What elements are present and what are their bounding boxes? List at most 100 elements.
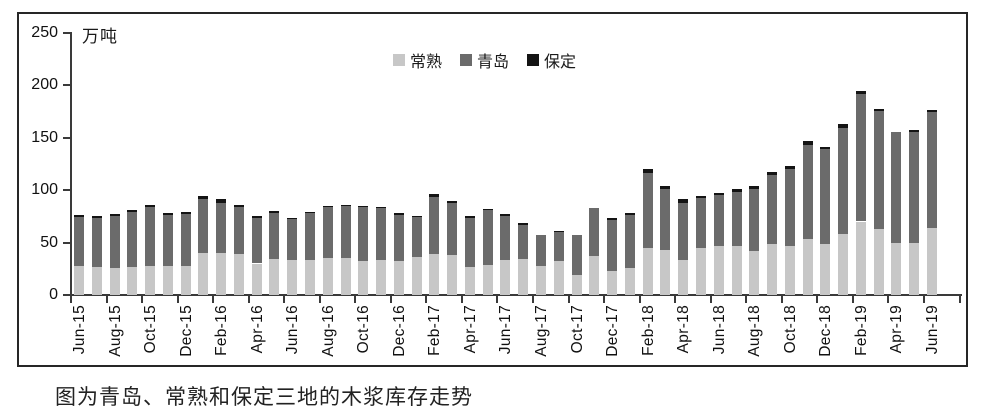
bar-segment-保定-Feb-18 <box>642 169 653 174</box>
bar-segment-青岛-Mar-16 <box>233 206 244 255</box>
legend-item-常熟: 常熟 <box>393 48 442 72</box>
bar-segment-青岛-Feb-17 <box>429 197 440 255</box>
bar-segment-青岛-Apr-16 <box>251 218 262 264</box>
x-axis-label: Apr-17 <box>461 305 479 354</box>
bar-segment-常熟-Jun-17 <box>500 260 511 295</box>
bar-segment-保定-May-17 <box>482 208 493 210</box>
x-axis-label: Apr-16 <box>248 305 266 354</box>
x-axis-label: Dec-18 <box>817 305 835 357</box>
bar-segment-常熟-Mar-19 <box>873 228 884 295</box>
bar-segment-保定-Jan-16 <box>198 196 209 200</box>
legend-item-青岛: 青岛 <box>460 48 509 72</box>
x-axis-line <box>70 294 962 296</box>
bar-segment-常熟-Oct-16 <box>358 261 369 295</box>
bar-segment-青岛-May-18 <box>695 198 706 248</box>
bar-segment-保定-Oct-15 <box>145 204 156 207</box>
x-axis-tick <box>603 296 606 303</box>
x-axis-label: Aug-16 <box>319 305 337 357</box>
bar-segment-青岛-Jul-15 <box>91 218 102 267</box>
bar-segment-保定-Jan-19 <box>838 123 849 129</box>
y-axis-label: 50 <box>40 233 58 251</box>
x-axis-label: Feb-16 <box>213 305 231 356</box>
bar-segment-保定-May-19 <box>909 130 920 133</box>
bar-segment-青岛-Jun-16 <box>287 219 298 261</box>
y-axis-label: 100 <box>31 181 58 198</box>
bar-segment-常熟-Apr-19 <box>891 242 902 295</box>
bar-segment-青岛-Jun-15 <box>74 217 84 266</box>
bar-segment-青岛-Sep-18 <box>767 175 778 244</box>
x-axis-tick <box>389 296 392 303</box>
bar-segment-青岛-Oct-16 <box>358 206 369 262</box>
bar-segment-保定-Apr-16 <box>251 216 262 219</box>
x-axis-label: Jun-15 <box>71 305 88 355</box>
y-axis-tick <box>63 294 71 296</box>
x-axis-label: Dec-15 <box>177 305 195 357</box>
bar-segment-青岛-Apr-17 <box>464 218 475 267</box>
x-axis-tick <box>141 296 144 303</box>
bar-segment-保定-Jul-15 <box>91 216 102 219</box>
x-axis-tick <box>70 296 72 303</box>
legend-item-保定: 保定 <box>527 48 576 72</box>
bar-segment-常熟-Aug-17 <box>536 265 547 295</box>
bar-segment-常熟-May-18 <box>695 247 706 295</box>
bar-segment-常熟-Mar-18 <box>660 249 671 295</box>
y-axis-label: 200 <box>31 76 58 93</box>
bar-segment-常熟-Jun-19 <box>926 227 937 295</box>
bar-segment-青岛-Jun-18 <box>713 195 724 246</box>
x-axis-label: Jun-17 <box>497 305 515 355</box>
x-axis-tick <box>816 296 819 303</box>
bar-segment-常熟-Sep-17 <box>553 261 564 295</box>
x-axis-tick <box>709 296 712 303</box>
bar-segment-青岛-Jun-17 <box>500 216 511 261</box>
bar-segment-常熟-Feb-18 <box>642 247 653 295</box>
bar-segment-青岛-Apr-19 <box>891 132 902 243</box>
bar-segment-青岛-Nov-16 <box>376 207 387 261</box>
bar-segment-保定-Sep-17 <box>553 230 564 232</box>
bar-segment-保定-Jun-16 <box>287 218 298 220</box>
x-axis-label: Dec-16 <box>390 305 408 357</box>
bar-segment-青岛-Dec-15 <box>180 214 191 266</box>
bar-segment-青岛-May-17 <box>482 209 493 265</box>
bar-segment-青岛-Dec-16 <box>393 215 404 262</box>
bar-segment-青岛-Jun-19 <box>926 112 937 228</box>
bar-segment-青岛-Jul-16 <box>305 213 316 261</box>
bar-segment-常熟-Sep-15 <box>127 266 138 295</box>
bar-segment-常熟-Feb-16 <box>216 253 227 295</box>
bar-segment-保定-Jul-16 <box>305 212 316 214</box>
bar-segment-常熟-Dec-15 <box>180 265 191 295</box>
bar-segment-常熟-Mar-16 <box>233 254 244 295</box>
bar-segment-常熟-Apr-17 <box>464 266 475 295</box>
bar-segment-常熟-Dec-16 <box>393 261 404 295</box>
y-axis-tick <box>63 136 71 139</box>
legend-label: 保定 <box>544 54 577 71</box>
x-axis-label: Aug-18 <box>746 305 764 357</box>
bar-segment-保定-Feb-16 <box>216 199 227 203</box>
x-axis-label: Jun-16 <box>284 305 302 355</box>
bar-segment-青岛-Feb-18 <box>642 173 653 248</box>
bar-segment-常熟-Apr-16 <box>251 263 262 295</box>
x-axis-tick <box>460 296 463 303</box>
bar-segment-青岛-Nov-17 <box>589 207 600 257</box>
y-axis-label: 0 <box>49 286 58 303</box>
bar-segment-常熟-Jan-17 <box>411 257 422 295</box>
x-axis-label: Feb-17 <box>426 305 444 356</box>
bar-segment-常熟-Jun-16 <box>287 260 298 295</box>
bar-segment-青岛-Oct-15 <box>145 206 156 266</box>
x-axis-tick <box>887 296 890 303</box>
bar-segment-青岛-Oct-18 <box>784 169 795 246</box>
bar-segment-常熟-Jul-17 <box>518 259 529 295</box>
bar-segment-保定-Feb-19 <box>855 91 866 95</box>
x-axis-tick <box>958 296 961 303</box>
bar-segment-保定-May-16 <box>269 211 280 214</box>
bar-segment-青岛-Jul-18 <box>731 192 742 246</box>
bar-segment-青岛-Nov-18 <box>802 144 813 240</box>
x-axis-label: Jun-19 <box>923 305 941 355</box>
bar-segment-常熟-Jul-16 <box>305 260 316 295</box>
bar-segment-常熟-Nov-16 <box>376 260 387 295</box>
x-axis-tick <box>638 296 641 303</box>
bar-segment-保定-Sep-16 <box>340 204 351 206</box>
bar-segment-青岛-Mar-18 <box>660 188 671 250</box>
bar-segment-青岛-Aug-17 <box>536 235 547 266</box>
bar-segment-保定-Jun-18 <box>713 193 724 196</box>
x-axis-tick <box>354 296 357 303</box>
